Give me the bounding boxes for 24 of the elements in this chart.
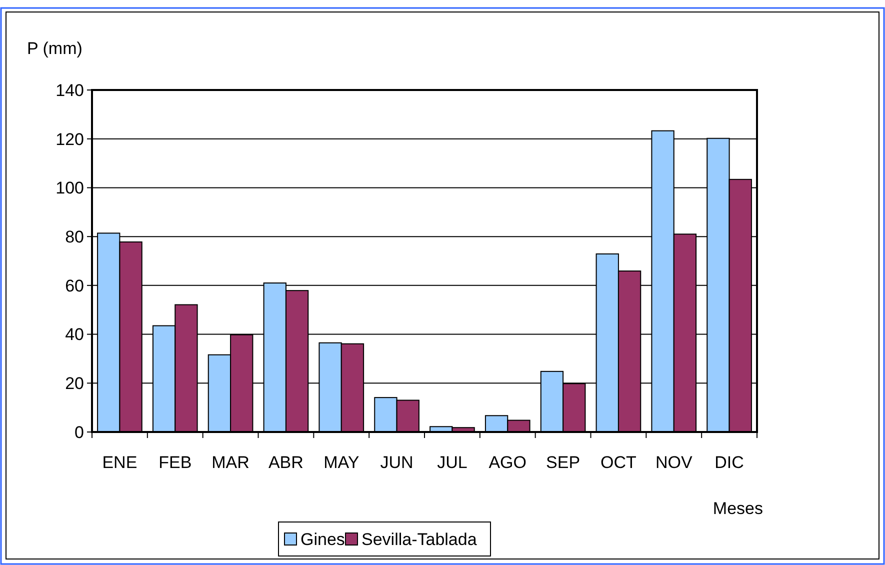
y-tick-label: 80 [65,228,84,247]
y-tick-label: 20 [65,374,84,394]
x-tick-label: SEP [546,453,580,472]
x-tick-label: JUL [437,453,468,472]
legend-label: Gines [300,530,345,549]
y-tick-label: 60 [65,276,84,296]
x-tick-label: AGO [488,453,527,472]
x-tick-label: MAR [212,453,250,472]
x-tick-label: OCT [600,453,636,472]
y-tick-label: 0 [74,422,84,442]
y-axis-title: P (mm) [27,39,82,58]
x-tick-label: FEB [158,453,192,472]
legend-label: Sevilla-Tablada [362,530,478,549]
x-tick-label: ABR [268,453,304,472]
x-tick-label: MAY [324,453,360,472]
x-tick-label: NOV [655,453,693,472]
y-tick-label: 140 [56,80,84,100]
y-tick-label: 40 [65,325,84,344]
y-tick-label: 120 [56,130,84,149]
x-axis-title: Meses [712,499,763,518]
x-tick-label: ENE [102,453,138,472]
x-tick-label: JUN [380,453,414,472]
y-tick-label: 100 [56,178,84,198]
x-tick-label: DIC [714,453,744,472]
